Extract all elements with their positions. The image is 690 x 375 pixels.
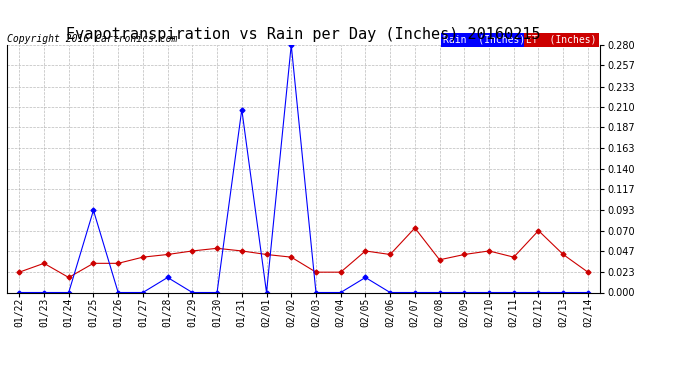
Title: Evapotranspiration vs Rain per Day (Inches) 20160215: Evapotranspiration vs Rain per Day (Inch… (66, 27, 541, 42)
Text: Copyright 2016 Cartronics.com: Copyright 2016 Cartronics.com (7, 34, 177, 44)
Text: Rain  (Inches): Rain (Inches) (443, 35, 525, 45)
Text: ET  (Inches): ET (Inches) (526, 35, 597, 45)
